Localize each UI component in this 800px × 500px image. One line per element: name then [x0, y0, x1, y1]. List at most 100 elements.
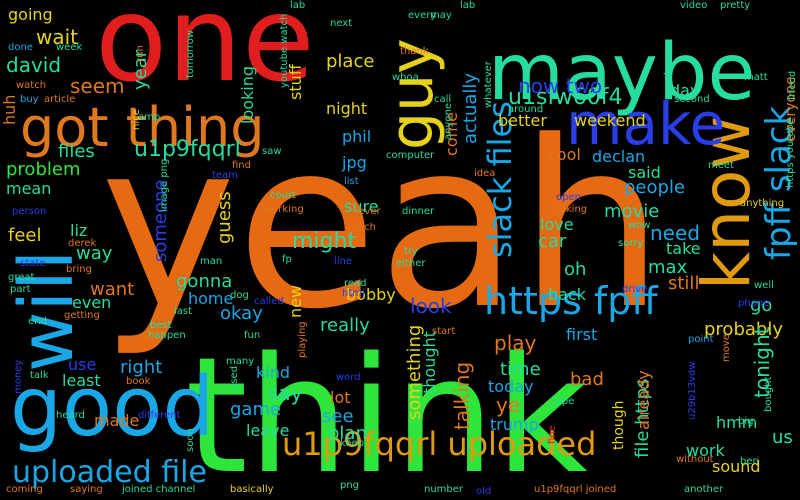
- word-small-dog: dog: [230, 289, 249, 301]
- word-small-try: try: [404, 245, 418, 257]
- word-take: take: [666, 238, 701, 258]
- word-small-u1p9fqqrl-joined: u1p9fqqrl joined: [534, 483, 617, 495]
- word-small-second: second: [674, 93, 710, 105]
- word-small-person: person: [12, 205, 47, 217]
- word-sound: sound: [712, 456, 761, 476]
- word-small-many: many: [226, 355, 255, 367]
- word-wait: wait: [36, 25, 79, 49]
- word-small-best: best: [150, 319, 172, 331]
- word-plan: plan: [328, 422, 367, 444]
- word-small-type: type: [552, 395, 575, 407]
- word-still: still: [668, 272, 700, 294]
- word-small-image-png: image png: [159, 158, 170, 212]
- word-trump: trump: [490, 414, 539, 434]
- word-probably: probably: [704, 318, 783, 340]
- word-small-either: either: [396, 257, 426, 269]
- word-feel: feel: [8, 224, 42, 246]
- word-maybe: maybe: [488, 27, 756, 118]
- word-make: make: [566, 89, 726, 158]
- word-small-book: book: [126, 375, 151, 387]
- word-small-old: old: [476, 485, 492, 497]
- word-small-big: big: [738, 415, 754, 427]
- word-small-ben: ben: [740, 455, 759, 467]
- word-phil: phil: [342, 126, 372, 146]
- word-talking: talking: [450, 361, 474, 430]
- word-least: least: [62, 370, 101, 390]
- word-small-week: week: [56, 41, 83, 53]
- word-small-find: find: [232, 159, 251, 171]
- word-stuff: stuff: [286, 64, 305, 100]
- word-people: people: [624, 176, 686, 198]
- word-small-fun: fun: [244, 329, 261, 341]
- word-small-saying: saying: [70, 483, 103, 495]
- word-going: going: [8, 4, 53, 24]
- word-small-whatever: whatever: [483, 61, 494, 108]
- word-small-next: next: [330, 17, 353, 29]
- word-small-article: article: [44, 93, 76, 105]
- word-u1p9fqqrl: u1p9fqqrl: [134, 137, 241, 163]
- word-small-end: end: [28, 315, 47, 327]
- word-small-making: making: [550, 203, 588, 215]
- word-problem: problem: [6, 158, 81, 180]
- word-yeah: yeah: [100, 92, 665, 360]
- word-small-point: point: [688, 333, 714, 345]
- word-small-png: png: [340, 479, 360, 491]
- word-u1p9fqqrl-uploaded: u1p9fqqrl uploaded: [282, 424, 597, 463]
- word-car: car: [538, 230, 567, 252]
- word-declan: declan: [592, 146, 646, 166]
- word-small-matt: matt: [744, 71, 768, 83]
- word-small-bring: bring: [66, 263, 92, 275]
- word-weekend: weekend: [574, 110, 646, 130]
- word-small-bought: bought: [763, 376, 774, 412]
- word-david: david: [6, 53, 62, 77]
- word-small-court: court: [270, 189, 296, 201]
- word-small-fine: fine: [547, 425, 558, 444]
- word-got-thing: got thing: [20, 95, 265, 159]
- word-game: game: [230, 398, 282, 420]
- word-https-fpff: https fpff: [484, 278, 658, 323]
- word-small-part: part: [10, 283, 31, 295]
- word-small-basically: basically: [230, 483, 274, 495]
- word-small-another: another: [684, 483, 724, 495]
- word-small-whoa: whoa: [392, 71, 419, 83]
- word-small-sorry: sorry: [618, 237, 644, 249]
- word-say: say: [268, 381, 303, 405]
- word-now-two: now two: [518, 74, 603, 98]
- word-need: need: [650, 221, 700, 245]
- word-good: good: [10, 360, 215, 456]
- word-small-phone: phone: [738, 297, 770, 309]
- word-okay: okay: [220, 302, 263, 324]
- word-actually: actually: [460, 72, 481, 144]
- word-lot: lot: [330, 387, 351, 407]
- word-small-amp: amp: [138, 111, 161, 123]
- word-made: made: [94, 410, 140, 430]
- word-seem: seem: [70, 74, 125, 98]
- word-work: work: [686, 440, 725, 460]
- word-small-computer: computer: [386, 149, 435, 161]
- word-small-anyone: anyone: [443, 103, 454, 140]
- word-small-anything: anything: [740, 197, 785, 209]
- word-cool: cool: [548, 144, 581, 164]
- word-bad: bad: [570, 368, 604, 390]
- word-looking: looking: [238, 65, 257, 124]
- word-small-every: every: [408, 9, 437, 21]
- word-small-man: man: [200, 255, 223, 267]
- word-small-u29b13vdw: u29b13vdw: [687, 361, 698, 420]
- word-said: said: [628, 162, 661, 182]
- word-might: might: [292, 229, 357, 255]
- word-small-happen: happen: [148, 329, 186, 341]
- word-small-html: html: [342, 287, 365, 299]
- word-sure: sure: [344, 196, 379, 216]
- word-small-video: video: [680, 0, 708, 11]
- word-new: new: [286, 284, 305, 318]
- word-see: see: [322, 405, 354, 427]
- word-day: day: [670, 80, 700, 100]
- word-small-dinner: dinner: [402, 205, 435, 217]
- word-small-playing: playing: [297, 321, 308, 358]
- word-love: love: [540, 214, 574, 234]
- word-use: use: [68, 354, 97, 374]
- word-small-lab: lab: [290, 0, 306, 11]
- word-small-money: money: [13, 359, 24, 394]
- word-small-call: call: [434, 93, 452, 105]
- word-small-derek: derek: [68, 237, 97, 249]
